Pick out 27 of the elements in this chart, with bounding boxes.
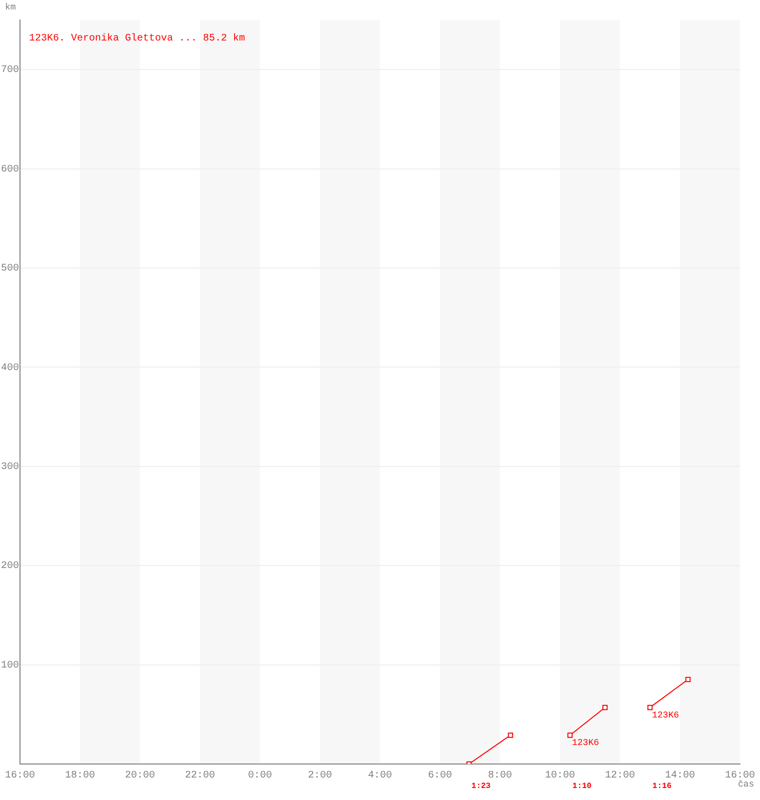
x-tick-label: 20:00 [124,770,156,782]
y-tick-label: 400 [0,362,20,374]
y-tick-label: 100 [0,660,20,672]
x-tick-label: 0:00 [248,770,272,782]
text: 1:16 [652,782,672,792]
y-tick-label: 500 [0,264,20,275]
x-axis-title: čas [738,779,754,790]
x-tick-label: 16:00 [4,770,36,782]
x-tick-label: 18:00 [64,770,96,782]
y-tick-label: 300 [0,462,20,474]
text: 123K6. Veronika Glettova ... 85.2 km [29,32,246,45]
x-tick-label: 12:00 [604,770,636,782]
annotation: 123K6 [652,710,680,720]
y-axis-title: km [5,2,16,12]
x-tick-label: 8:00 [488,770,512,782]
y-tick-label: 700 [0,65,20,76]
x-tick-label: 22:00 [184,770,216,782]
y-tick-label: 600 [0,164,20,176]
x-tick-label: 6:00 [428,770,452,782]
text: 1:10 [572,782,592,792]
x-tick-label: 4:00 [368,770,392,782]
annotation: 123K6 [572,738,600,748]
x-tick-label: 14:00 [664,770,696,782]
y-tick-label: 200 [0,561,20,572]
text: 1:23 [471,782,491,792]
x-tick-label: 10:00 [544,770,576,782]
x-tick-label: 2:00 [308,770,332,782]
